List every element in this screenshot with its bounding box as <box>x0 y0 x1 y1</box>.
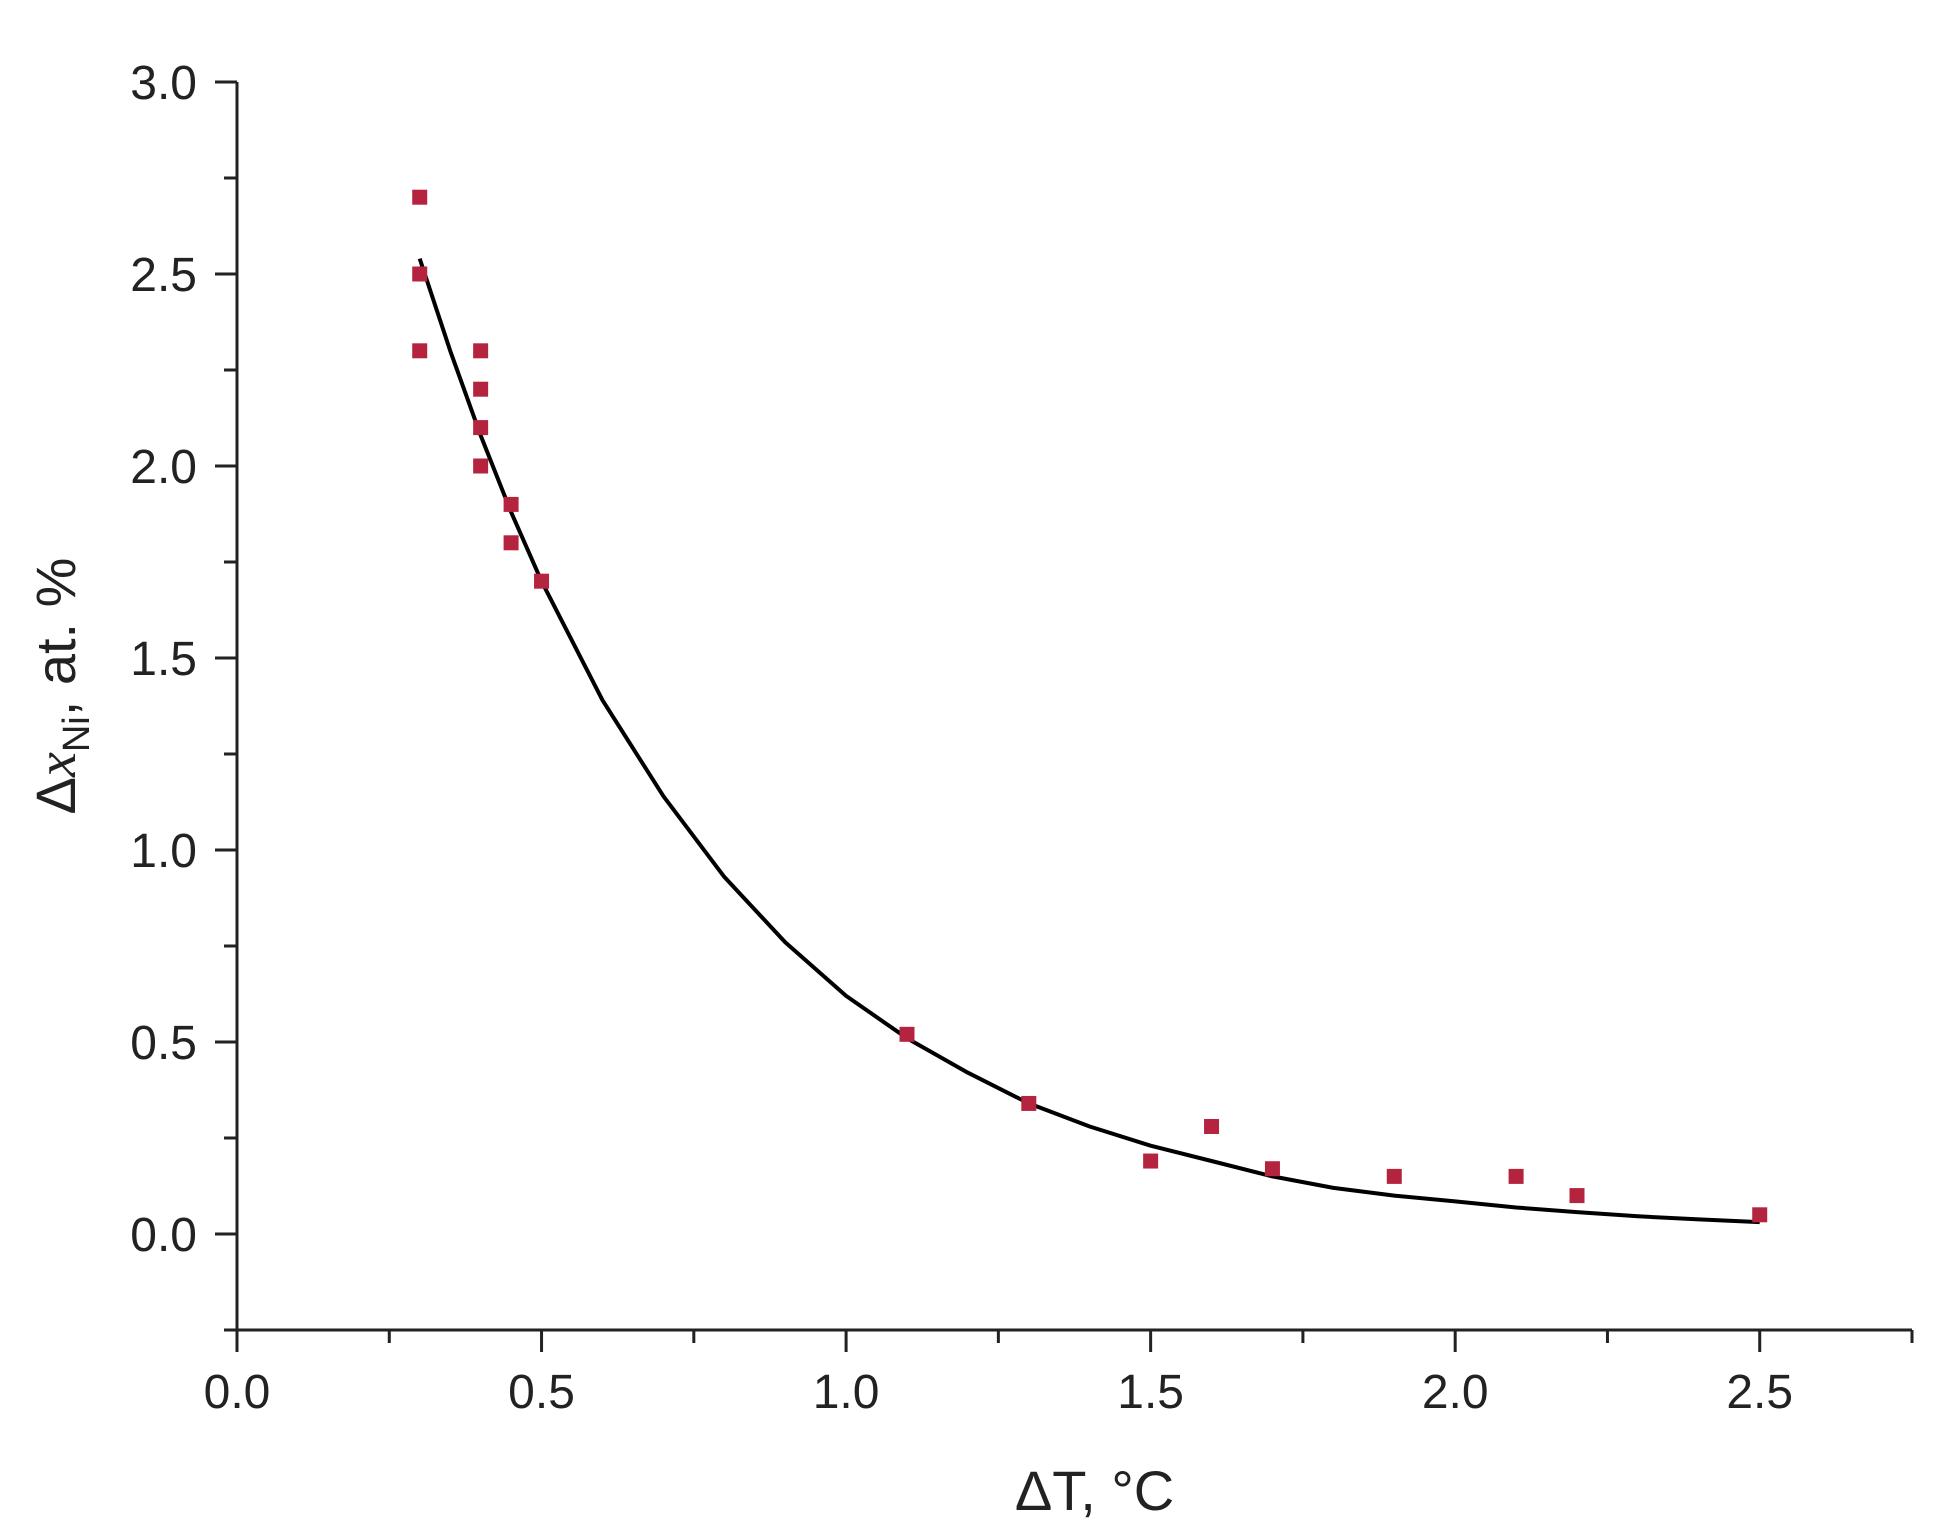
x-ticks: 0.0 0.5 1.0 1.5 2.0 2.5 <box>204 1330 1914 1419</box>
data-point <box>1143 1153 1159 1169</box>
y-axis-title: ΔxNi, at. % <box>24 558 98 815</box>
y-tick-label: 2.5 <box>130 249 197 302</box>
data-point <box>1752 1207 1768 1223</box>
data-point <box>1021 1095 1037 1111</box>
data-point <box>1204 1118 1220 1134</box>
y-axis-title-delta: Δ <box>24 777 87 814</box>
fit-curve <box>417 257 1760 1225</box>
axes <box>235 82 1912 1332</box>
data-point <box>412 343 428 359</box>
x-tick-label: 1.0 <box>813 1366 880 1419</box>
data-point <box>899 1026 915 1042</box>
data-point <box>503 496 519 512</box>
data-point <box>473 381 489 397</box>
x-tick-label: 0.5 <box>508 1366 575 1419</box>
y-tick-label: 0.5 <box>130 1017 197 1070</box>
data-point <box>1264 1161 1280 1177</box>
y-axis-title-suffix: , at. % <box>24 558 87 717</box>
y-tick-label: 1.5 <box>130 633 197 686</box>
data-points-layer <box>412 189 1768 1223</box>
x-axis-title: ΔT, °C <box>1015 1459 1174 1522</box>
data-point <box>1386 1168 1402 1184</box>
y-tick-label: 2.0 <box>130 441 197 494</box>
y-tick-label: 1.0 <box>130 825 197 878</box>
x-tick-label: 1.5 <box>1117 1366 1184 1419</box>
y-tick-label: 0.0 <box>130 1209 197 1262</box>
data-point <box>412 266 428 282</box>
data-point <box>473 420 489 436</box>
x-tick-label: 2.0 <box>1422 1366 1489 1419</box>
y-tick-label: 3.0 <box>130 57 197 110</box>
y-axis-title-subscript: Ni <box>56 716 98 752</box>
data-point <box>412 189 428 205</box>
y-ticks: 0.0 0.5 1.0 1.5 2.0 2.5 3.0 <box>130 57 237 1332</box>
fit-curve-layer <box>417 257 1760 1225</box>
x-tick-label: 0.0 <box>204 1366 271 1419</box>
y-axis-title-symbol: x <box>26 752 88 778</box>
data-point <box>503 535 519 551</box>
x-tick-label: 2.5 <box>1726 1366 1793 1419</box>
data-point <box>1508 1168 1524 1184</box>
data-point <box>1569 1188 1585 1204</box>
data-point <box>473 343 489 359</box>
data-point <box>473 458 489 474</box>
data-point <box>534 573 550 589</box>
